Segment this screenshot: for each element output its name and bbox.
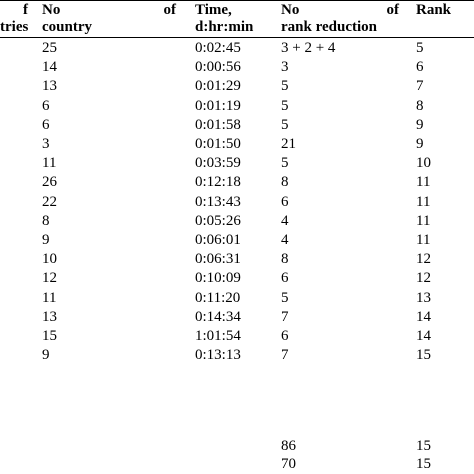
cell-time: 0:11:20 bbox=[195, 289, 241, 306]
header-rank: Rank bbox=[416, 2, 466, 19]
cell-rank: 11 bbox=[416, 174, 431, 191]
header-countries: f tries bbox=[0, 2, 30, 36]
header-countries-line2: tries bbox=[0, 19, 29, 35]
cell-rank: 9 bbox=[416, 136, 424, 152]
cell-country: 25 bbox=[42, 40, 57, 56]
cell-rank: 13 bbox=[416, 289, 431, 306]
cell-time: 0:03:59 bbox=[195, 155, 241, 172]
header-rank-reduction-line1: No of bbox=[281, 2, 399, 19]
cell-time: 0:02:45 bbox=[195, 40, 241, 56]
cell-rank: 14 bbox=[416, 328, 431, 344]
cell-time: 0:13:13 bbox=[195, 347, 241, 364]
header-time: Time, d:hr:min bbox=[195, 2, 275, 36]
cell-rank: 6 bbox=[416, 59, 424, 76]
cell-country: 22 bbox=[42, 193, 57, 210]
header-countries-line1: f bbox=[23, 2, 28, 18]
header-no-of-country-line2: country bbox=[42, 19, 92, 35]
cell-time: 0:01:29 bbox=[195, 78, 241, 95]
cell-rank: 14 bbox=[416, 308, 431, 325]
summary-rank-reduction: 70 bbox=[281, 456, 296, 472]
cell-time: 0:01:58 bbox=[195, 116, 241, 133]
cell-rank: 11 bbox=[416, 232, 431, 248]
cell-country: 9 bbox=[42, 347, 50, 364]
header-no-of-country-line1: No of bbox=[42, 2, 176, 19]
cell-country: 9 bbox=[42, 232, 50, 248]
cell-rank: 9 bbox=[416, 116, 424, 133]
header-no-of-country-no: No bbox=[42, 2, 61, 18]
cell-rank-reduction: 5 bbox=[281, 155, 289, 172]
cell-rank-reduction: 3 bbox=[281, 59, 289, 76]
cell-rank: 12 bbox=[416, 251, 431, 268]
header-no-of-country: No of country bbox=[42, 2, 176, 36]
cell-time: 0:00:56 bbox=[195, 59, 241, 76]
cell-rank: 8 bbox=[416, 97, 424, 114]
header-rule bbox=[0, 37, 474, 38]
cell-rank-reduction: 6 bbox=[281, 270, 289, 287]
cell-time: 0:14:34 bbox=[195, 308, 241, 325]
cell-time: 1:01:54 bbox=[195, 328, 241, 344]
cell-rank-reduction: 8 bbox=[281, 251, 289, 268]
cell-country: 13 bbox=[42, 78, 57, 95]
cell-country: 10 bbox=[42, 251, 57, 268]
cell-rank-reduction: 6 bbox=[281, 193, 289, 210]
summary-rank: 15 bbox=[416, 456, 431, 472]
cell-country: 11 bbox=[42, 289, 57, 306]
cell-rank-reduction: 5 bbox=[281, 97, 289, 114]
header-rank-line1: Rank bbox=[416, 2, 452, 18]
cell-country: 6 bbox=[42, 116, 50, 133]
cell-country: 14 bbox=[42, 59, 57, 76]
cell-rank-reduction: 5 bbox=[281, 78, 289, 95]
cell-rank: 11 bbox=[416, 193, 431, 210]
cell-rank-reduction: 6 bbox=[281, 328, 289, 344]
cell-rank: 15 bbox=[416, 347, 431, 364]
cell-country: 6 bbox=[42, 97, 50, 114]
header-rank-reduction-of: of bbox=[386, 2, 400, 18]
cell-country: 3 bbox=[42, 136, 50, 152]
cell-time: 0:01:19 bbox=[195, 97, 241, 114]
cell-country: 26 bbox=[42, 174, 57, 191]
cell-rank-reduction: 3 + 2 + 4 bbox=[281, 40, 336, 56]
cell-rank-reduction: 7 bbox=[281, 308, 289, 325]
summary-rank-reduction: 86 bbox=[281, 438, 296, 454]
cell-rank: 10 bbox=[416, 155, 431, 172]
cell-country: 12 bbox=[42, 270, 57, 287]
cell-rank: 5 bbox=[416, 40, 424, 56]
header-rank-reduction-line2: rank reduction bbox=[281, 19, 377, 35]
cell-time: 0:10:09 bbox=[195, 270, 241, 287]
cell-rank-reduction: 4 bbox=[281, 232, 289, 248]
cell-country: 8 bbox=[42, 212, 50, 229]
cell-country: 13 bbox=[42, 308, 57, 325]
header-no-of-country-of: of bbox=[163, 2, 177, 18]
cell-rank: 7 bbox=[416, 78, 424, 95]
cell-rank-reduction: 8 bbox=[281, 174, 289, 191]
cell-rank: 12 bbox=[416, 270, 431, 287]
header-time-line1: Time, bbox=[195, 2, 232, 18]
header-rank-reduction-no: No bbox=[281, 2, 300, 18]
cell-rank-reduction: 5 bbox=[281, 289, 289, 306]
summary-rank: 15 bbox=[416, 438, 431, 454]
header-rank-reduction: No of rank reduction bbox=[281, 2, 399, 36]
cell-time: 0:06:31 bbox=[195, 251, 241, 268]
cell-time: 0:12:18 bbox=[195, 174, 241, 191]
cell-rank-reduction: 4 bbox=[281, 212, 289, 229]
cell-country: 15 bbox=[42, 328, 57, 344]
cell-country: 11 bbox=[42, 155, 57, 172]
header-time-line2: d:hr:min bbox=[195, 19, 254, 35]
cell-rank-reduction: 5 bbox=[281, 116, 289, 133]
top-rule bbox=[0, 0, 474, 1]
cell-time: 0:13:43 bbox=[195, 193, 241, 210]
cell-rank-reduction: 7 bbox=[281, 347, 289, 364]
cell-time: 0:06:01 bbox=[195, 232, 241, 248]
cell-rank: 11 bbox=[416, 212, 431, 229]
cell-time: 0:01:50 bbox=[195, 136, 241, 152]
cell-rank-reduction: 21 bbox=[281, 136, 296, 152]
cell-time: 0:05:26 bbox=[195, 212, 241, 229]
